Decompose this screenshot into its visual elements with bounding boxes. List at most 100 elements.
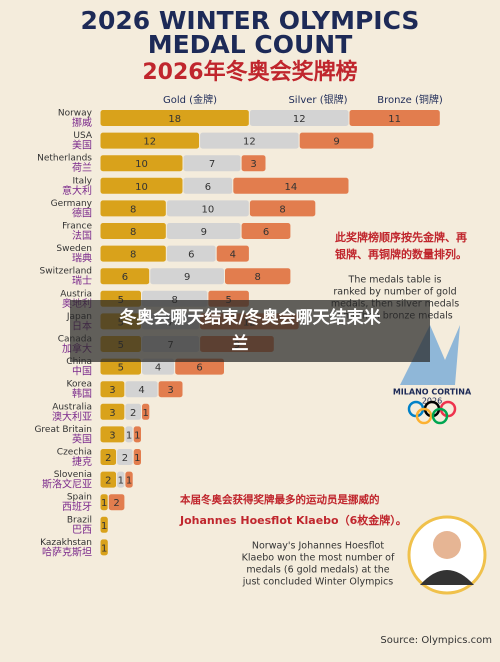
note-text: ranked by number of gold — [333, 287, 456, 298]
category-label: Switzerland — [40, 267, 93, 277]
bar-segment — [157, 380, 184, 399]
value-label: 6 — [122, 272, 128, 283]
value-label: 6 — [205, 182, 211, 193]
legend-entry: Gold (金牌) — [163, 93, 217, 106]
value-label: 4 — [138, 385, 144, 396]
bar-segment — [348, 109, 441, 127]
bar-segment — [240, 222, 292, 240]
value-label: 6 — [188, 250, 194, 261]
value-label: 1 — [134, 430, 140, 441]
overlay-text: 兰 — [232, 333, 249, 354]
value-label: 12 — [293, 114, 306, 125]
category-label-zh: 西班牙 — [62, 501, 92, 513]
category-label-zh: 荷兰 — [72, 161, 92, 174]
category-label: USA — [73, 131, 92, 141]
note-text: medals (6 gold medals) at the — [246, 565, 389, 576]
value-label: 12 — [243, 137, 256, 148]
value-label: 9 — [201, 227, 207, 238]
value-label: 1 — [101, 543, 107, 554]
category-label-zh: 意大利 — [62, 184, 92, 197]
value-label: 8 — [279, 204, 285, 215]
value-label: 8 — [130, 250, 136, 261]
source: Source: Olympics.com — [380, 635, 492, 646]
value-label: 8 — [255, 272, 261, 283]
value-label: 8 — [130, 227, 136, 238]
category-label: France — [62, 222, 92, 232]
photo-face — [433, 531, 461, 559]
value-label: 12 — [143, 137, 156, 148]
category-label: Brazil — [67, 515, 92, 525]
category-label-zh: 法国 — [72, 229, 92, 242]
rings — [407, 400, 457, 425]
category-label-zh: 韩国 — [72, 387, 92, 400]
bar-segment — [132, 448, 142, 466]
value-label: 7 — [209, 159, 215, 170]
bar-segment — [240, 154, 267, 173]
overlay-band — [70, 300, 430, 362]
note-text: Norway's Johannes Hoesflot — [252, 541, 384, 552]
category-label: Spain — [67, 493, 92, 503]
category-label-zh: 瑞典 — [72, 252, 92, 265]
bar-segment — [107, 493, 126, 512]
value-label: 10 — [135, 159, 148, 170]
category-label: Czechia — [57, 448, 92, 458]
category-label: Australia — [52, 402, 92, 412]
value-label: 9 — [333, 137, 339, 148]
note-text: 银牌、再铜牌的数量排列。 — [335, 247, 467, 261]
value-label: 3 — [109, 385, 115, 396]
bar-segment — [232, 176, 350, 195]
bar-segment — [99, 515, 109, 534]
note-text: 本届冬奥会获得奖牌最多的运动员是挪威的 — [180, 493, 380, 506]
bar-segment — [99, 538, 109, 557]
value-label: 1 — [101, 521, 107, 532]
value-label: 1 — [118, 476, 124, 487]
bar-segment — [124, 470, 134, 489]
value-label: 6 — [263, 227, 269, 238]
legend-entry: Silver (银牌) — [288, 93, 347, 106]
bar-segment — [224, 267, 292, 286]
value-label: 6 — [196, 363, 202, 374]
category-label: Slovenia — [54, 470, 92, 480]
note-text: The medals table is — [348, 275, 442, 286]
logo-text: MILANO CORTINA — [393, 388, 472, 397]
subtitle: 2026年冬奥会奖牌榜 — [142, 59, 357, 85]
value-label: 3 — [167, 385, 173, 396]
category-label: Kazakhstan — [40, 538, 92, 548]
category-label-zh: 中国 — [72, 365, 92, 378]
category-label: Austria — [60, 289, 92, 299]
value-label: 10 — [135, 182, 148, 193]
value-label: 1 — [126, 430, 132, 441]
bar-segment — [215, 244, 250, 263]
value-label: 9 — [184, 272, 190, 283]
category-label-zh: 哈萨克斯坦 — [42, 545, 92, 558]
category-label: Netherlands — [37, 154, 92, 164]
category-label: China — [66, 357, 92, 367]
value-label: 1 — [134, 453, 140, 464]
category-label-zh: 美国 — [72, 139, 92, 152]
bar-segment — [132, 425, 142, 444]
photo-body — [420, 570, 474, 585]
value-label: 2 — [130, 408, 136, 419]
value-label: 14 — [285, 182, 298, 193]
category-label-zh: 挪威 — [72, 116, 92, 129]
value-label: 2 — [105, 476, 111, 487]
note-text: 此奖牌榜顺序按先金牌、再 — [335, 230, 467, 244]
category-label: Korea — [66, 380, 92, 390]
value-label: 1 — [126, 476, 132, 487]
category-label: Italy — [72, 176, 92, 186]
note-text: Johannes Hoesflot Klaebo（6枚金牌）。 — [179, 513, 407, 527]
value-label: 1 — [101, 498, 107, 509]
category-label-zh: 斯洛文尼亚 — [42, 478, 92, 491]
category-label: Sweden — [56, 244, 92, 254]
value-label: 4 — [155, 363, 161, 374]
bar-segment — [141, 402, 151, 421]
bar-segment — [298, 131, 375, 150]
value-label: 2 — [122, 453, 128, 464]
overlay-text: 冬奥会哪天结束/冬奥会哪天结束米 — [119, 307, 381, 328]
value-label: 2 — [105, 453, 111, 464]
value-label: 3 — [250, 159, 256, 170]
note-text: just concluded Winter Olympics — [242, 577, 393, 588]
category-label: Norway — [58, 109, 93, 119]
